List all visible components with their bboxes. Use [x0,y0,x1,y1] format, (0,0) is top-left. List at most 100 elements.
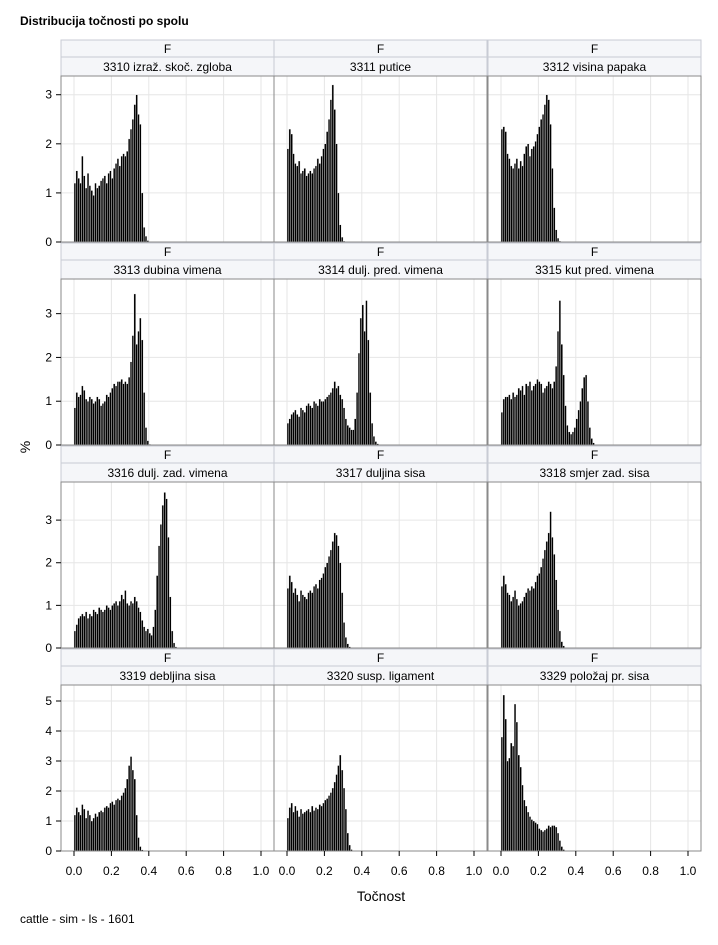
x-tick-label: 0.2 [103,864,120,878]
histogram-bar [107,607,110,649]
histogram-bar [172,642,176,649]
histogram-bar [525,146,528,243]
x-tick-label: 0.8 [428,864,445,878]
histogram-bar [512,392,515,446]
histogram-bar [344,808,348,852]
histogram-bar [508,757,511,852]
histogram-bar [322,401,325,446]
histogram-bar [517,168,520,243]
histogram-bar [536,823,539,852]
histogram-bar [320,577,323,649]
histogram-bar [122,792,125,852]
panel-trait-label: 3312 visina papaka [543,60,647,74]
panel-sex-label: F [377,42,384,56]
histogram-bar [98,398,101,446]
histogram-bar [90,190,93,243]
histogram-bar [133,596,136,649]
histogram-bar [513,590,517,649]
histogram-bar [85,817,88,852]
histogram-bar [303,811,306,852]
histogram-bar [324,799,327,852]
histogram-bar [553,381,556,446]
histogram-bar [545,385,548,446]
histogram-bar [299,407,303,446]
histogram-bar [588,427,591,446]
panel-frame [487,75,702,243]
histogram-bar [540,383,543,446]
histogram-bar [77,811,80,852]
histogram-bar [113,168,116,243]
histogram-bar [515,394,519,446]
histogram-bar [500,736,504,852]
histogram-bar [551,825,554,852]
histogram-bar [324,143,327,243]
histogram-bar [301,409,305,446]
histogram-bar [96,613,99,649]
histogram-bar [324,398,327,446]
histogram-bar [521,385,524,446]
panel-frame [487,684,702,852]
histogram-bar [541,114,545,243]
histogram-bar [286,817,290,852]
histogram-bar [357,352,361,446]
histogram-bar [86,810,90,852]
histogram-bar [525,592,528,649]
histogram-bar [101,811,105,852]
y-tick-label: 0 [45,844,52,858]
x-tick-label: 0.0 [493,864,510,878]
histogram-bar [329,99,333,243]
histogram-bar [144,427,148,446]
histogram-bar [519,160,522,243]
y-tick-label: 2 [45,784,52,798]
histogram-bar [337,192,340,243]
histogram-bar [536,133,539,243]
histogram-bar [90,820,93,852]
histogram-bar [363,330,366,446]
histogram-bar [553,554,556,649]
y-tick-label: 3 [45,307,52,321]
panel-sex-label: F [164,448,171,462]
panel-sex-label: F [591,651,598,665]
histogram-bar [290,133,293,243]
histogram-bar [94,182,97,243]
histogram-bar [570,433,573,446]
histogram-bar [94,611,97,649]
histogram-bar [98,185,101,243]
histogram-bar [159,524,163,649]
histogram-bar [171,630,174,649]
histogram-bar [100,810,103,852]
histogram-bar [318,804,321,852]
histogram-bar [122,383,125,446]
histogram-bar [521,165,524,243]
histogram-bar [292,592,295,649]
x-tick-label: 0.0 [279,864,296,878]
histogram-bar [120,795,123,852]
histogram-bar [333,381,336,446]
histogram-bar [333,109,336,243]
histogram-bar [96,187,99,243]
histogram-bar [545,94,548,243]
histogram-bar [73,182,77,243]
histogram-bar [103,175,106,243]
histogram-bar [555,366,558,446]
histogram-bar [528,155,532,243]
histogram-bar [541,831,545,852]
histogram-bar [318,163,321,243]
histogram-bar [309,811,312,852]
y-tick-label: 0 [45,438,52,452]
histogram-bar [568,431,571,446]
histogram-bar [288,128,291,243]
histogram-bar [540,119,543,243]
histogram-bar [513,396,517,446]
histogram-bar [88,814,92,852]
histogram-bar [146,440,149,446]
histogram-bar [100,180,103,243]
histogram-bar [101,611,105,649]
histogram-bar [124,590,127,649]
histogram-bar [327,795,331,852]
histogram-bar [286,422,290,446]
histogram-bar [506,396,509,446]
histogram-bar [116,605,120,649]
y-tick-label: 3 [45,754,52,768]
histogram-bar [556,609,560,649]
